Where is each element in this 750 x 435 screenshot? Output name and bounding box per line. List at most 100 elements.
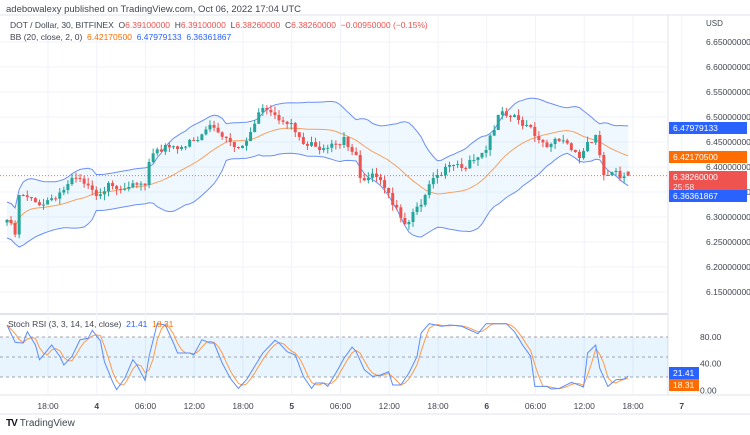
candle — [598, 130, 602, 158]
time-tick-label: 7 — [679, 401, 684, 411]
time-tick-label: 5 — [289, 401, 294, 411]
stoch-legend[interactable]: Stoch RSI (3, 3, 14, 14, close) 21.41 18… — [8, 319, 173, 329]
candle — [318, 141, 322, 155]
candle — [143, 183, 147, 191]
stoch-tick-label: 40.00 — [700, 359, 722, 369]
candle-body — [245, 141, 249, 146]
candle-body — [188, 139, 192, 147]
candle — [70, 174, 74, 186]
candle-body — [102, 191, 106, 195]
candle-body — [204, 129, 208, 135]
candle-body — [448, 165, 452, 167]
time-tick-label: 06:00 — [330, 401, 352, 411]
candle — [236, 146, 240, 150]
time-tick-label: 18:00 — [427, 401, 449, 411]
candle-body — [261, 108, 265, 113]
candle-body — [399, 207, 403, 218]
stoch-d-badge: 18.31 — [669, 379, 699, 391]
candle-body — [379, 177, 383, 181]
tradingview-footer[interactable]: TV TradingView — [6, 418, 75, 429]
bb-basis-line — [6, 127, 629, 227]
candle — [590, 141, 594, 144]
candle-body — [460, 164, 464, 168]
low-label: L — [230, 20, 236, 30]
candle-body — [443, 166, 447, 175]
candles — [5, 104, 630, 239]
candle-body — [155, 149, 159, 154]
candle-body — [496, 115, 500, 130]
candle — [127, 181, 131, 192]
candle-body — [17, 195, 21, 235]
bar-countdown: 25:58 — [673, 182, 695, 192]
candle-body — [561, 140, 565, 142]
candle — [119, 185, 123, 194]
candle-body — [614, 170, 618, 172]
candle-body — [472, 159, 476, 161]
candle — [228, 133, 232, 147]
last-price-badge: 6.38260000 25:58 — [669, 171, 747, 192]
candle-body — [289, 123, 293, 125]
candle — [216, 122, 220, 134]
candle-body — [618, 170, 622, 178]
stoch-k-line — [6, 323, 629, 391]
time-tick-label: 12:00 — [574, 401, 596, 411]
candle-body — [236, 147, 240, 149]
stoch-rsi-pane — [0, 323, 668, 391]
symbol-legend[interactable]: DOT / Dollar, 30, BITFINEX O6.39100000 H… — [10, 19, 428, 43]
stoch-k-value: 21.41 — [126, 319, 148, 329]
candle-body — [143, 183, 147, 185]
candle — [415, 202, 419, 215]
candle — [98, 188, 102, 200]
candle — [374, 167, 378, 182]
candle-body — [517, 115, 521, 120]
candle-body — [50, 198, 54, 201]
candle-body — [98, 194, 102, 196]
candle — [74, 172, 78, 183]
candle — [496, 114, 500, 131]
candle-body — [37, 202, 41, 205]
candle-body — [354, 151, 358, 155]
candle — [102, 186, 106, 201]
candle — [25, 190, 29, 201]
stoch-tick-label: 80.00 — [700, 332, 722, 342]
candle — [301, 132, 305, 145]
candle — [358, 150, 362, 183]
candle-body — [358, 155, 362, 178]
candle — [66, 180, 70, 194]
candle-body — [147, 162, 151, 185]
candle-body — [281, 120, 285, 122]
candle — [553, 137, 557, 149]
candle-body — [383, 180, 387, 188]
candle-body — [334, 143, 338, 145]
candle-body — [452, 165, 456, 166]
symbol-name: DOT / Dollar, 30, BITFINEX — [10, 20, 114, 30]
candle — [131, 180, 135, 189]
candle — [391, 187, 395, 211]
candle-body — [541, 140, 545, 143]
candle — [338, 143, 342, 149]
candle-body — [606, 175, 610, 176]
close-label: C — [284, 20, 292, 30]
candle — [62, 186, 66, 196]
candle-body — [565, 140, 569, 144]
bb-lower-badge: 6.36361867 — [669, 190, 747, 202]
candle-body — [366, 177, 370, 181]
candle — [346, 136, 350, 151]
candle — [314, 137, 318, 147]
candle — [513, 113, 516, 118]
candle — [610, 171, 614, 176]
time-tick-label: 12:00 — [184, 401, 206, 411]
candle-body — [46, 200, 50, 205]
candle-body — [346, 137, 350, 148]
candle-body — [387, 188, 391, 193]
candle — [334, 140, 338, 150]
candle-body — [285, 121, 289, 125]
candle-body — [577, 152, 581, 158]
candle-body — [184, 146, 188, 148]
candle — [135, 181, 139, 189]
stoch-tick-label: 0.00 — [700, 385, 717, 395]
candle — [123, 182, 127, 191]
candle-body — [74, 177, 78, 179]
candle — [500, 106, 504, 120]
